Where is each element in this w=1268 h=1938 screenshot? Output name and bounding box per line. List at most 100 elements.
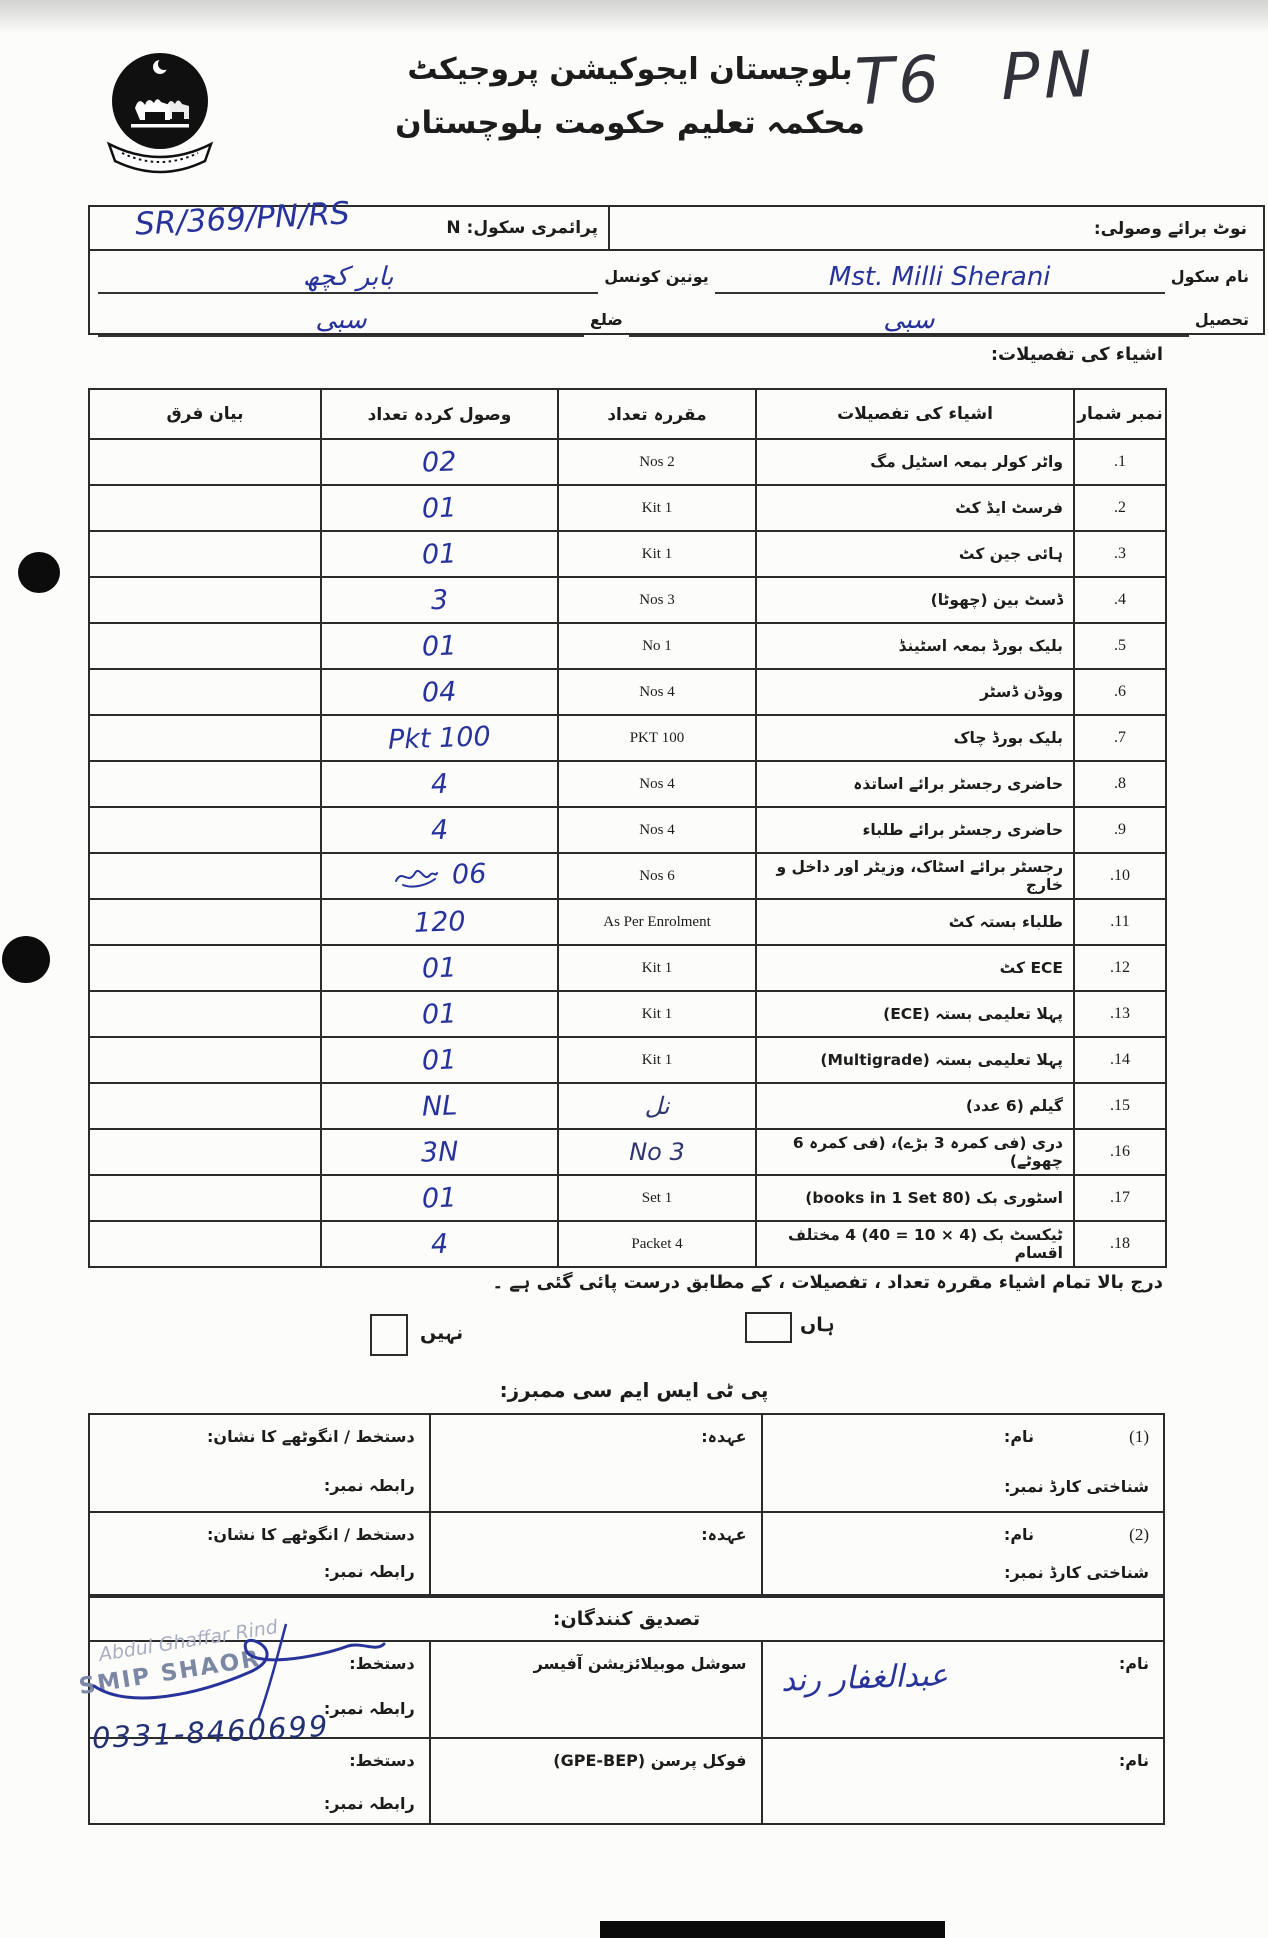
item-row: 10. رجسٹر برائے اسٹاک، وزیٹر اور داخل و … xyxy=(88,852,1167,900)
item-row: 6. ووڈن ڈسٹر 4 Nos 04 xyxy=(88,668,1167,716)
difference-cell xyxy=(88,806,322,854)
difference-cell xyxy=(88,576,322,624)
item-details-cell: اسٹوری بک (80 books in 1 Set) xyxy=(755,1174,1075,1222)
difference-cell xyxy=(88,484,322,532)
received-qty-cell: 01 xyxy=(320,990,559,1038)
serial-cell: 12. xyxy=(1073,944,1167,992)
received-qty-handwritten: 4 xyxy=(430,768,449,800)
district-handwritten: سبی xyxy=(315,305,367,335)
fixed-qty-cell: 1 Set xyxy=(557,1174,757,1222)
item-details-cell: حاضری رجسٹر برائے طلباء xyxy=(755,806,1075,854)
received-qty-handwritten: 06 xyxy=(451,858,487,891)
receipt-info-box: SR/369/PN/RS پرائمری سکول: N نوٹ برائے و… xyxy=(88,195,1265,337)
fixed-qty-cell: 3 Nos xyxy=(557,576,757,624)
received-qty-handwritten: 100 Pkt xyxy=(387,720,492,756)
difference-cell xyxy=(88,990,322,1038)
item-row: 15. گیلم (6 عدد) نل NL xyxy=(88,1082,1167,1130)
col-header-received-qty: وصول کردہ تعداد xyxy=(320,388,559,440)
received-qty-handwritten: 01 xyxy=(421,537,458,571)
received-qty-handwritten: 120 xyxy=(413,905,466,939)
item-details-cell: ٹیکسٹ بک (4 × 10 = 40) 4 مختلف اقسام xyxy=(755,1220,1075,1268)
received-qty-handwritten: 3 xyxy=(430,584,449,616)
receipt-note-label: نوٹ برائے وصولی: xyxy=(1093,219,1247,239)
no-label: نہیں xyxy=(420,1322,464,1344)
union-council-label: یونین کونسل xyxy=(604,267,709,286)
difference-cell xyxy=(88,1128,322,1176)
punch-hole xyxy=(18,552,60,593)
yes-checkbox[interactable] xyxy=(745,1312,792,1343)
member-id-card-label: شناختی کارڈ نمبر: xyxy=(1004,1477,1149,1496)
fixed-qty-cell: 1 Kit xyxy=(557,990,757,1038)
org-title-line2: محکمہ تعلیم حکومت بلوچستان xyxy=(395,105,865,141)
item-row: 13. پہلا تعلیمی بستہ (ECE) 1 Kit 01 xyxy=(88,990,1167,1038)
item-row: 7. بلیک بورڈ چاک 100 PKT 100 Pkt xyxy=(88,714,1167,762)
received-qty-handwritten: 3N xyxy=(420,1135,459,1169)
received-qty-handwritten: 01 xyxy=(421,997,458,1031)
verifiers-table: تصدیق کنندگان: نام: عبدالغفار رند سوشل م… xyxy=(77,1596,1165,1825)
member-number: (1) xyxy=(1129,1427,1149,1446)
received-qty-handwritten: 01 xyxy=(421,1043,458,1077)
fixed-qty-cell: 3 No xyxy=(557,1128,757,1176)
difference-cell xyxy=(88,1220,322,1268)
received-qty-cell: 01 xyxy=(320,530,559,578)
received-qty-handwritten: 04 xyxy=(421,675,458,709)
yes-label: ہاں xyxy=(800,1314,835,1336)
difference-cell xyxy=(88,898,322,946)
verification-statement: درج بالا تمام اشیاء مقررہ تعداد ، تفصیلا… xyxy=(492,1272,1163,1293)
member-number: (2) xyxy=(1129,1525,1149,1544)
ref-number-field: SR/369/PN/RS پرائمری سکول: N xyxy=(90,195,610,249)
received-qty-cell: 04 xyxy=(320,668,559,716)
received-qty-cell: NL xyxy=(320,1082,559,1130)
serial-cell: 18. xyxy=(1073,1220,1167,1268)
serial-cell: 13. xyxy=(1073,990,1167,1038)
received-qty-handwritten: 02 xyxy=(421,445,458,479)
difference-cell xyxy=(88,1036,322,1084)
fixed-qty-cell: 1 Kit xyxy=(557,530,757,578)
item-row: 2. فرسٹ ایڈ کٹ 1 Kit 01 xyxy=(88,484,1167,532)
school-name-label: نام سکول xyxy=(1170,267,1249,286)
received-qty-handwritten: 01 xyxy=(421,951,458,985)
item-row: 3. ہائی جین کٹ 1 Kit 01 xyxy=(88,530,1167,578)
fixed-qty-cell: 6 Nos xyxy=(557,852,757,900)
item-details-cell: رجسٹر برائے اسٹاک، وزیٹر اور داخل و خارج xyxy=(755,852,1075,900)
ink-flourish xyxy=(393,865,439,893)
punch-hole xyxy=(2,936,50,983)
scan-artifact-top xyxy=(0,0,1268,34)
col-header-item-details: اشیاء کی تفصیلات xyxy=(755,388,1075,440)
member-post-label: عہدہ: xyxy=(701,1427,747,1446)
no-checkbox[interactable] xyxy=(370,1314,408,1356)
serial-cell: 9. xyxy=(1073,806,1167,854)
received-qty-cell: 4 xyxy=(320,760,559,808)
balochistan-government-camel-emblem-icon xyxy=(95,44,225,189)
received-qty-cell: 4 xyxy=(320,806,559,854)
verifier-signature-label: دستخط: xyxy=(349,1751,415,1770)
difference-cell xyxy=(88,760,322,808)
serial-cell: 7. xyxy=(1073,714,1167,762)
received-qty-handwritten: 4 xyxy=(430,814,449,846)
ptsmc-members-table: (1) نام: شناختی کارڈ نمبر: عہدہ: دستخط /… xyxy=(88,1413,1165,1596)
received-qty-handwritten: 4 xyxy=(430,1228,449,1260)
school-name-handwritten: Mst. Milli Sherani xyxy=(828,262,1051,292)
item-details-cell: ووڈن ڈسٹر xyxy=(755,668,1075,716)
item-row: 11. طلباء بستہ کٹ As Per Enrolment 120 xyxy=(88,898,1167,946)
item-row: 17. اسٹوری بک (80 books in 1 Set) 1 Set … xyxy=(88,1174,1167,1222)
item-row: 1. واٹر کولر بمعہ اسٹیل مگ 2 Nos 02 xyxy=(88,438,1167,486)
member-signature-label: دستخط / انگوٹھے کا نشان: xyxy=(207,1427,415,1446)
district-label: ضلع xyxy=(589,310,623,329)
col-header-fixed-qty: مقررہ تعداد xyxy=(557,388,757,440)
verifier-post: سوشل موبیلائزیشن آفیسر xyxy=(533,1654,747,1673)
fixed-qty-cell: 1 No xyxy=(557,622,757,670)
item-details-cell: گیلم (6 عدد) xyxy=(755,1082,1075,1130)
received-qty-cell: 01 xyxy=(320,484,559,532)
received-qty-cell: 06 xyxy=(320,852,559,900)
verifier-name-handwritten: عبدالغفار رند xyxy=(779,1657,949,1699)
item-row: 12. ECE کٹ 1 Kit 01 xyxy=(88,944,1167,992)
verifier-contact-label: رابطہ نمبر: xyxy=(323,1794,415,1813)
tehsil-handwritten: سبی xyxy=(883,305,935,335)
verifiers-title: تصدیق کنندگان: xyxy=(90,1598,1163,1642)
received-qty-cell: 4 xyxy=(320,1220,559,1268)
fixed-qty-cell: 4 Nos xyxy=(557,806,757,854)
fixed-qty-cell: 100 PKT xyxy=(557,714,757,762)
difference-cell xyxy=(88,1082,322,1130)
serial-cell: 6. xyxy=(1073,668,1167,716)
